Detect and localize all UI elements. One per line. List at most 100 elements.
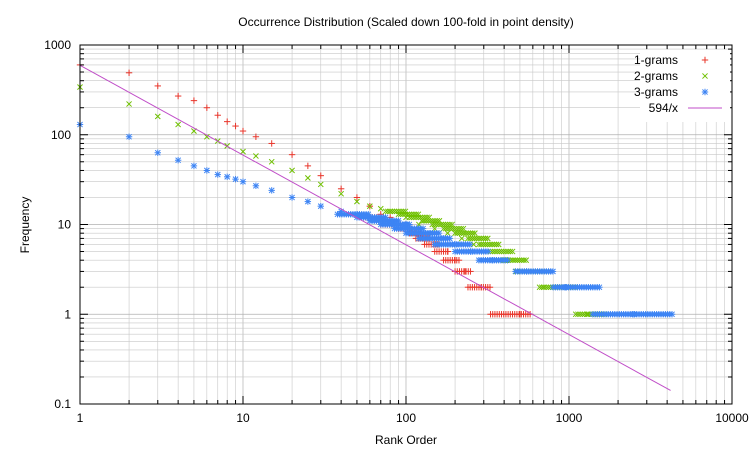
- data-point: [495, 241, 502, 248]
- data-point: [512, 257, 519, 264]
- data-point: [429, 221, 436, 228]
- plateau-run: [487, 311, 534, 318]
- data-point: [317, 172, 324, 179]
- data-point: [413, 214, 419, 221]
- data-point: [397, 211, 404, 218]
- series-2-grams: [77, 84, 608, 318]
- data-point: [337, 185, 345, 192]
- data-point: [338, 190, 345, 197]
- data-point: [410, 214, 417, 221]
- x-tick-label: 1: [77, 411, 84, 425]
- data-point: [572, 311, 579, 318]
- data-point: [354, 198, 360, 205]
- data-point: [454, 230, 461, 237]
- data-point: [596, 284, 603, 291]
- data-point: [421, 217, 427, 224]
- data-point: [458, 230, 465, 237]
- data-point: [581, 311, 588, 318]
- data-point: [174, 92, 182, 100]
- data-point: [304, 198, 312, 205]
- data-point: [154, 113, 161, 120]
- data-point: [190, 162, 198, 170]
- data-point: [418, 217, 425, 224]
- data-point: [471, 235, 478, 242]
- data-point: [514, 257, 521, 264]
- data-point: [433, 221, 440, 228]
- data-point: [509, 248, 516, 255]
- plateau-run: [589, 311, 676, 318]
- data-point: [465, 230, 472, 237]
- data-point: [480, 235, 487, 242]
- data-point: [419, 225, 427, 232]
- data-point: [224, 173, 231, 180]
- legend-marker: [701, 88, 709, 96]
- y-tick-label: 100: [51, 128, 71, 142]
- data-point: [125, 69, 133, 77]
- data-point: [484, 248, 492, 255]
- data-point: [252, 133, 260, 140]
- data-point: [492, 248, 498, 255]
- data-point: [455, 257, 463, 264]
- data-point: [467, 230, 474, 237]
- data-point: [480, 241, 487, 248]
- data-point: [543, 284, 550, 291]
- data-point: [442, 225, 449, 232]
- data-point: [523, 257, 530, 264]
- plateau-run: [451, 248, 492, 255]
- plateau-run: [475, 257, 511, 264]
- data-point: [583, 311, 590, 318]
- data-point: [579, 311, 586, 318]
- data-point: [491, 241, 498, 248]
- plateau-run: [382, 208, 409, 215]
- legend-label: 594/x: [649, 101, 678, 115]
- data-point: [125, 133, 133, 140]
- data-point: [268, 187, 275, 194]
- data-point: [400, 211, 406, 218]
- legend: 1-grams 2-grams 3-grams 594/x: [634, 50, 730, 122]
- legend-label: 2-grams: [634, 69, 678, 83]
- data-point: [456, 230, 463, 237]
- legend-label: 3-grams: [634, 85, 678, 99]
- data-point: [460, 230, 467, 237]
- data-point: [384, 208, 391, 215]
- data-point: [493, 241, 500, 248]
- fit-line: [79, 64, 671, 391]
- plateau-run: [452, 230, 478, 237]
- x-tick-label: 100: [396, 411, 416, 425]
- data-point: [268, 158, 275, 165]
- plateau-run: [512, 268, 557, 275]
- data-point: [126, 101, 132, 107]
- data-point: [289, 167, 295, 174]
- data-point: [154, 82, 161, 90]
- y-axis-title: Frequency: [18, 197, 32, 254]
- data-point: [366, 203, 373, 210]
- data-point: [304, 175, 311, 181]
- data-point: [465, 235, 471, 242]
- data-point: [452, 230, 458, 237]
- x-tick-label: 10000: [715, 411, 749, 425]
- plateau-run: [440, 257, 463, 264]
- data-point: [214, 171, 221, 178]
- axis-layer: 1 10 100 1000 10000 0.1 1 10 100 1000: [44, 38, 749, 425]
- data-point: [469, 235, 476, 242]
- data-point: [224, 118, 231, 125]
- y-tick-label: 0.1: [54, 397, 71, 411]
- data-point: [489, 241, 496, 248]
- data-point: [239, 178, 247, 185]
- data-point: [518, 257, 525, 264]
- data-point: [240, 148, 246, 155]
- data-point: [486, 241, 493, 248]
- data-point: [391, 208, 398, 215]
- data-point: [503, 248, 509, 255]
- x-tick-label: 10: [236, 411, 250, 425]
- data-point: [467, 268, 474, 275]
- plateau-run: [391, 225, 427, 232]
- data-point: [504, 257, 511, 264]
- data-point: [549, 268, 557, 275]
- legend-item: 2-grams: [634, 69, 708, 83]
- data-point: [203, 104, 211, 111]
- data-point: [435, 221, 442, 228]
- data-point: [377, 205, 384, 212]
- data-point: [447, 225, 454, 232]
